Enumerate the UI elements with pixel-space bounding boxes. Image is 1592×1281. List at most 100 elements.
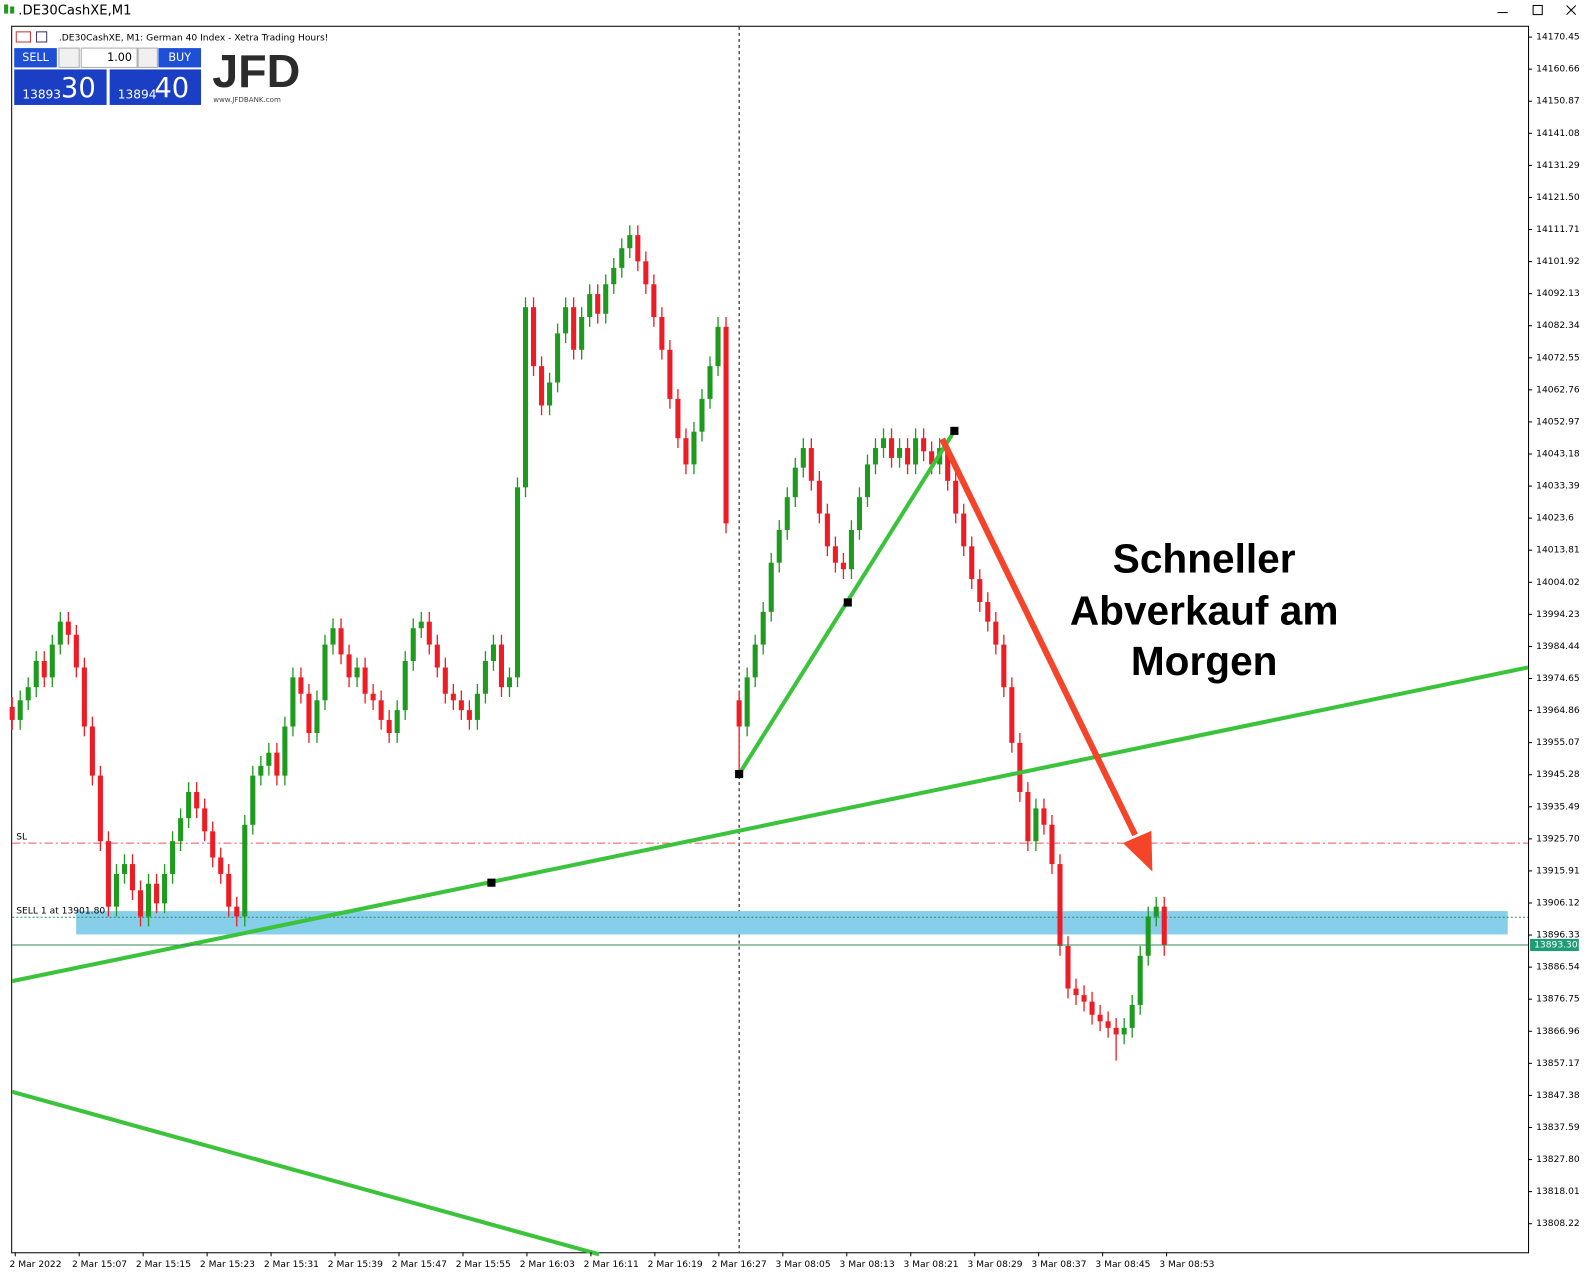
candle-body bbox=[274, 752, 280, 776]
candle-body bbox=[314, 700, 320, 734]
candle-body bbox=[683, 438, 689, 465]
candle-body bbox=[218, 857, 224, 874]
candle-body bbox=[113, 873, 119, 907]
annotation: Abverkauf am bbox=[1070, 587, 1339, 633]
y-tick-label: 14043.18 bbox=[1536, 450, 1580, 460]
volume-up[interactable] bbox=[137, 47, 158, 68]
candle-body bbox=[800, 448, 806, 468]
candle-body bbox=[921, 438, 927, 452]
candle-body bbox=[386, 719, 392, 734]
candle-body bbox=[824, 513, 830, 547]
candle-body bbox=[587, 294, 593, 318]
candle-body bbox=[362, 667, 368, 694]
candle-body bbox=[547, 382, 553, 406]
candle-body bbox=[402, 660, 408, 711]
y-tick-label: 14170.45 bbox=[1536, 33, 1580, 43]
trendline-handle[interactable] bbox=[735, 769, 744, 779]
candle-body bbox=[137, 890, 144, 917]
y-tick-label: 14101.92 bbox=[1536, 257, 1580, 267]
y-tick-label: 13974.65 bbox=[1536, 674, 1580, 684]
candle-body bbox=[659, 317, 665, 350]
candle-body bbox=[498, 644, 504, 688]
volume-input[interactable] bbox=[80, 47, 138, 68]
candle-body bbox=[306, 693, 312, 734]
y-tick-label: 13935.49 bbox=[1536, 802, 1580, 812]
x-tick-label: 2 Mar 15:07 bbox=[72, 1260, 127, 1270]
candle-body bbox=[993, 621, 999, 645]
candle-body bbox=[744, 677, 750, 727]
candle-body bbox=[330, 628, 336, 645]
sell-button[interactable] bbox=[14, 48, 57, 68]
candle-body bbox=[691, 431, 697, 465]
candle-body bbox=[442, 667, 448, 694]
title-bar bbox=[0, 0, 1592, 21]
candle-body bbox=[186, 792, 192, 819]
trendline-handle[interactable] bbox=[950, 426, 959, 435]
y-tick-label: 14004.02 bbox=[1536, 578, 1580, 588]
y-tick-label: 13945.28 bbox=[1536, 770, 1580, 780]
annotation: Morgen bbox=[1131, 638, 1278, 684]
candle-body bbox=[840, 562, 846, 570]
x-tick-label: 2 Mar 15:15 bbox=[136, 1260, 191, 1270]
candle-body bbox=[81, 667, 87, 727]
sell-label: SELL bbox=[22, 51, 49, 64]
candle-body bbox=[162, 873, 168, 904]
candle-body bbox=[346, 654, 352, 678]
candle-body bbox=[410, 628, 416, 661]
candle-body bbox=[1041, 808, 1047, 825]
trendline-handle[interactable] bbox=[843, 598, 852, 607]
candle-body bbox=[65, 621, 71, 635]
candle-body bbox=[760, 611, 766, 645]
x-tick-label: 2 Mar 16:27 bbox=[712, 1260, 767, 1270]
candle-body bbox=[194, 792, 200, 809]
bid-panel[interactable] bbox=[14, 69, 107, 105]
price-tag-label: 13893.30 bbox=[1534, 940, 1578, 950]
candle-body bbox=[266, 752, 272, 766]
y-tick-label: 13837.59 bbox=[1536, 1123, 1580, 1133]
candle-body bbox=[450, 693, 456, 701]
candle-body bbox=[571, 307, 577, 350]
buy-button[interactable] bbox=[158, 48, 202, 68]
candle-body bbox=[73, 634, 79, 668]
candle-body bbox=[202, 808, 208, 832]
y-tick-label: 13984.44 bbox=[1536, 642, 1580, 652]
y-tick-label: 13808.22 bbox=[1536, 1219, 1580, 1229]
candle-body bbox=[1065, 945, 1071, 989]
bid-pips: 30 bbox=[61, 73, 96, 104]
candle-body bbox=[1145, 916, 1151, 956]
ask-panel[interactable] bbox=[109, 69, 202, 105]
candle-body bbox=[816, 480, 822, 514]
candle-body bbox=[864, 464, 871, 498]
maximize-button[interactable] bbox=[1532, 4, 1543, 16]
candle-body bbox=[250, 775, 256, 825]
candle-body bbox=[434, 644, 440, 668]
candle-body bbox=[322, 644, 328, 701]
candle-body bbox=[57, 621, 63, 645]
arrow-head bbox=[1122, 830, 1153, 872]
x-tick-label: 2 Mar 15:55 bbox=[456, 1260, 511, 1270]
candle-body bbox=[945, 448, 951, 481]
candle-body bbox=[579, 317, 585, 350]
y-tick-label: 14072.55 bbox=[1536, 353, 1580, 363]
y-tick-label: 13827.80 bbox=[1536, 1155, 1580, 1165]
volume-down[interactable] bbox=[58, 47, 80, 68]
candle-body bbox=[707, 366, 713, 399]
candle-body bbox=[555, 333, 561, 383]
candle-body bbox=[856, 497, 862, 530]
trendline-handle[interactable] bbox=[487, 878, 496, 887]
y-tick-label: 13994.23 bbox=[1536, 610, 1580, 620]
candle-body bbox=[752, 644, 758, 678]
y-tick-label: 14131.29 bbox=[1536, 161, 1580, 171]
close-button[interactable] bbox=[1566, 5, 1577, 15]
x-tick-label: 3 Mar 08:37 bbox=[1031, 1260, 1086, 1270]
x-tick-label: 3 Mar 08:29 bbox=[967, 1260, 1022, 1270]
annotation: Schneller bbox=[1113, 536, 1296, 582]
candle-body bbox=[848, 529, 854, 570]
candle-body bbox=[699, 398, 705, 432]
candle-body bbox=[242, 824, 248, 917]
candle-body bbox=[977, 579, 983, 603]
candle-body bbox=[667, 349, 673, 399]
candle-body bbox=[370, 693, 376, 701]
candle-body bbox=[121, 864, 128, 874]
